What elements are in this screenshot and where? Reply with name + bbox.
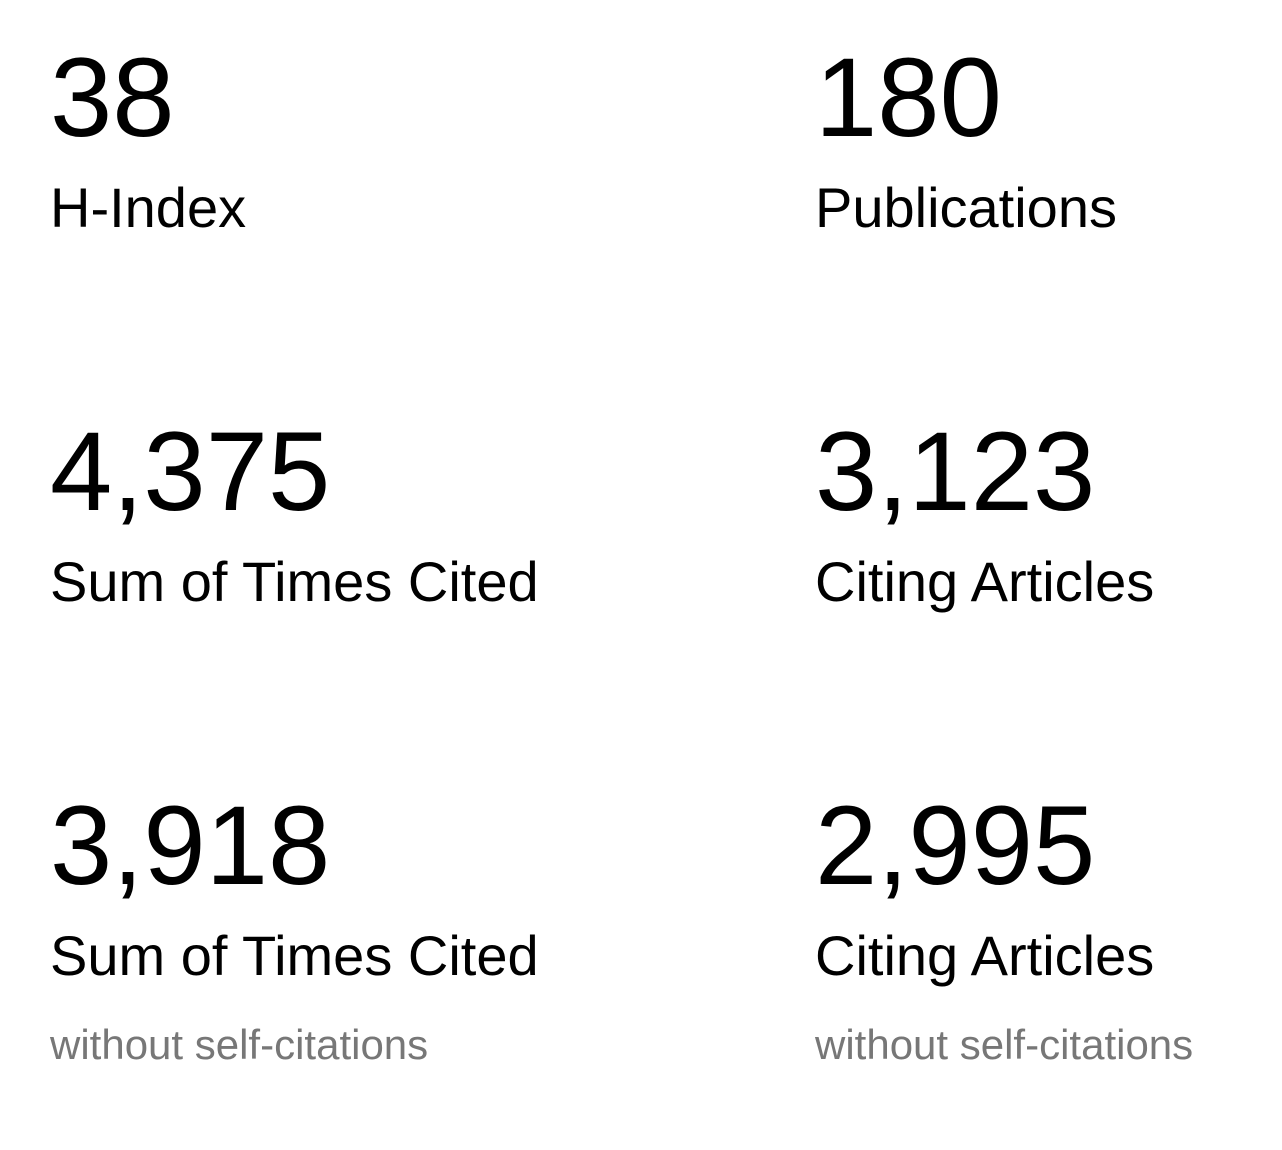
- metric-card: 2,995 Citing Articles without self-citatio…: [815, 790, 1282, 1150]
- metric-value: 4,375: [50, 409, 331, 534]
- metric-label: Publications: [815, 176, 1117, 239]
- metric-card: 3,918 Sum of Times Cited without self-cita…: [50, 790, 670, 1150]
- metric-card: 4,375 Sum of Times Cited: [50, 416, 670, 776]
- metric-note: without self-citations: [815, 1021, 1194, 1068]
- metric-value: 180: [815, 35, 1002, 160]
- metric-value: 38: [50, 35, 175, 160]
- metric-label: Sum of Times Cited: [50, 550, 539, 613]
- metric-label: H-Index: [50, 176, 247, 239]
- metric-label: Citing Articles: [815, 550, 1155, 613]
- metric-card: 180 Publications: [815, 42, 1282, 402]
- metric-value: 3,918: [50, 783, 331, 908]
- metric-label: Citing Articles: [815, 924, 1155, 987]
- metric-card: 38 H-Index: [50, 42, 670, 402]
- metric-label: Sum of Times Cited: [50, 924, 539, 987]
- metric-card: 3,123 Citing Articles: [815, 416, 1282, 776]
- metric-note: without self-citations: [50, 1021, 429, 1068]
- metric-value: 3,123: [815, 409, 1096, 534]
- metric-value: 2,995: [815, 783, 1096, 908]
